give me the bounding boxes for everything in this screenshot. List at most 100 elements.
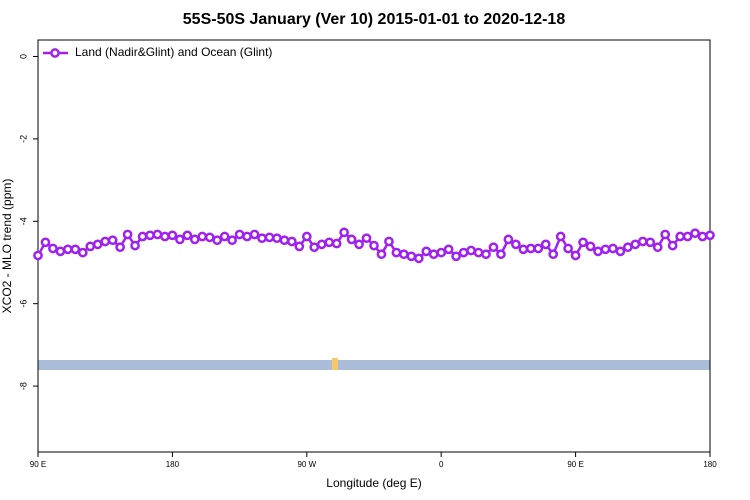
- data-point: [384, 236, 394, 247]
- data-point: [85, 241, 96, 252]
- data-point: [473, 247, 484, 258]
- data-point: [63, 244, 73, 255]
- data-point: [675, 231, 685, 242]
- data-point: [511, 239, 521, 250]
- data-point: [189, 234, 200, 245]
- data-point: [316, 239, 327, 250]
- x-tick-label: 90 E: [30, 460, 46, 469]
- data-point: [682, 231, 693, 242]
- data-point: [406, 251, 417, 262]
- data-point: [488, 242, 499, 253]
- y-tick-label: -4: [18, 217, 28, 225]
- data-point: [40, 237, 51, 248]
- data-point: [369, 240, 379, 251]
- data-point: [197, 231, 208, 242]
- data-point: [204, 232, 215, 243]
- data-point: [212, 235, 223, 246]
- data-point: [331, 238, 342, 249]
- data-point: [578, 237, 588, 248]
- data-point: [697, 231, 708, 242]
- y-tick-label: -8: [18, 382, 28, 390]
- data-point: [346, 234, 357, 245]
- data-point: [496, 249, 506, 260]
- x-axis-label: Longitude (deg E): [326, 476, 421, 490]
- data-point: [100, 236, 111, 247]
- data-point: [391, 247, 402, 258]
- data-point: [555, 231, 566, 242]
- data-point: [122, 229, 133, 240]
- data-point: [451, 251, 461, 262]
- legend-marker: [50, 48, 60, 58]
- data-point: [175, 234, 185, 245]
- data-point: [585, 241, 596, 252]
- data-point: [115, 242, 125, 253]
- data-point: [160, 231, 170, 242]
- legend-label: Land (Nadir&Glint) and Ocean (Glint): [75, 45, 272, 59]
- data-point: [615, 246, 626, 257]
- x-tick-label: 180: [166, 460, 180, 469]
- data-point: [421, 246, 432, 257]
- data-point: [652, 242, 663, 253]
- data-point: [309, 242, 320, 253]
- data-point: [608, 243, 618, 254]
- data-point: [645, 237, 656, 248]
- data-point: [137, 231, 148, 242]
- land-band: [38, 360, 710, 370]
- data-point: [503, 234, 514, 245]
- data-point: [525, 243, 536, 254]
- x-tick-label: 90 W: [297, 460, 316, 469]
- data-point: [48, 243, 58, 254]
- data-point: [413, 253, 424, 264]
- data-point: [630, 239, 641, 250]
- data-point: [227, 235, 237, 246]
- data-point: [705, 230, 715, 241]
- y-tick-label: -2: [18, 135, 28, 143]
- data-point: [249, 229, 260, 240]
- data-point: [466, 245, 476, 256]
- y-axis-label: XCO2 - MLO trend (ppm): [0, 179, 14, 314]
- data-point: [167, 230, 178, 241]
- data-point: [563, 243, 573, 254]
- chart-title: 55S-50S January (Ver 10) 2015-01-01 to 2…: [183, 11, 566, 28]
- data-point: [593, 246, 603, 257]
- data-point: [540, 239, 551, 250]
- data-point: [600, 244, 611, 255]
- x-tick-label: 90 E: [567, 460, 583, 469]
- data-point: [548, 249, 559, 260]
- data-point: [458, 247, 469, 258]
- data-point: [361, 233, 372, 244]
- data-point: [301, 231, 312, 242]
- data-point: [242, 231, 252, 242]
- data-point: [443, 244, 454, 255]
- data-point: [294, 241, 305, 252]
- data-point: [436, 247, 447, 258]
- data-point: [399, 249, 409, 260]
- data-point: [570, 250, 581, 261]
- data-point: [690, 228, 700, 239]
- data-point: [77, 247, 88, 258]
- data-point: [182, 230, 193, 241]
- x-tick-label: 0: [439, 460, 444, 469]
- data-point: [234, 229, 245, 240]
- data-point: [33, 250, 43, 261]
- data-point: [376, 249, 387, 260]
- x-tick-label: 180: [703, 460, 717, 469]
- land-patch: [332, 358, 338, 370]
- data-point: [107, 235, 118, 246]
- data-point: [272, 233, 282, 244]
- data-point: [339, 227, 349, 238]
- data-point: [660, 229, 671, 240]
- data-point: [92, 239, 103, 250]
- data-point: [481, 249, 491, 260]
- data-point: [219, 231, 230, 242]
- data-point: [324, 237, 335, 248]
- data-point: [70, 244, 81, 255]
- data-point: [518, 244, 529, 255]
- data-point: [257, 233, 267, 244]
- y-tick-label: -6: [18, 300, 28, 308]
- data-point: [55, 246, 66, 257]
- data-point: [623, 242, 633, 253]
- data-point: [145, 230, 155, 241]
- data-point: [287, 236, 297, 247]
